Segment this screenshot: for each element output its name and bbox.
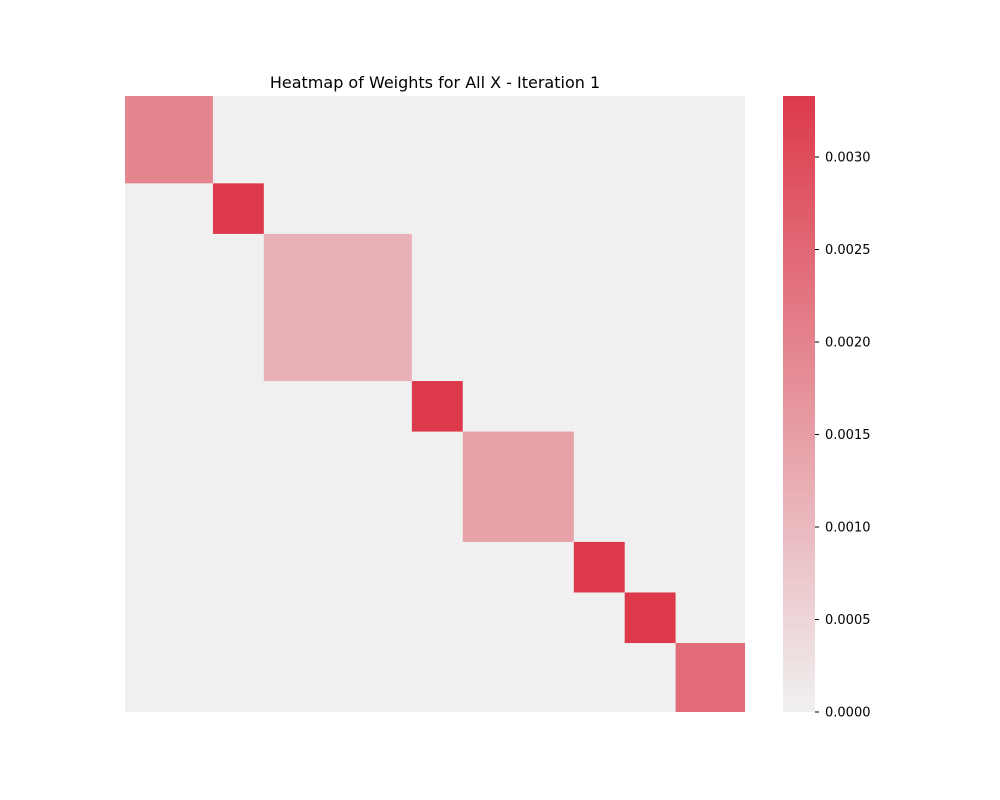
colorbar-tick-label: 0.0020	[825, 336, 871, 351]
heatmap-block-2	[212, 183, 264, 234]
chart-title: Heatmap of Weights for All X - Iteration…	[270, 73, 600, 92]
heatmap-block-5	[462, 431, 574, 542]
colorbar-tick-label: 0.0030	[825, 151, 871, 166]
colorbar-tick-label: 0.0025	[825, 243, 871, 258]
heatmap-block-6	[573, 541, 625, 593]
heatmap-block-3	[263, 233, 412, 382]
heatmap-block-1	[125, 96, 213, 184]
heatmap-block-4	[411, 381, 463, 432]
heatmap-area	[125, 96, 745, 712]
heatmap-block-8	[675, 643, 745, 712]
colorbar-tick-label: 0.0005	[825, 613, 871, 628]
heatmap-block-7	[624, 592, 676, 644]
colorbar-tick-label: 0.0000	[825, 706, 871, 721]
colorbar-tick-label: 0.0015	[825, 428, 871, 443]
colorbar-tick-label: 0.0010	[825, 521, 871, 536]
colorbar: 0.0000 0.0005 0.0010 0.0015 0.0020 0.0025 0.00…	[783, 96, 871, 721]
colorbar-gradient	[783, 96, 815, 712]
